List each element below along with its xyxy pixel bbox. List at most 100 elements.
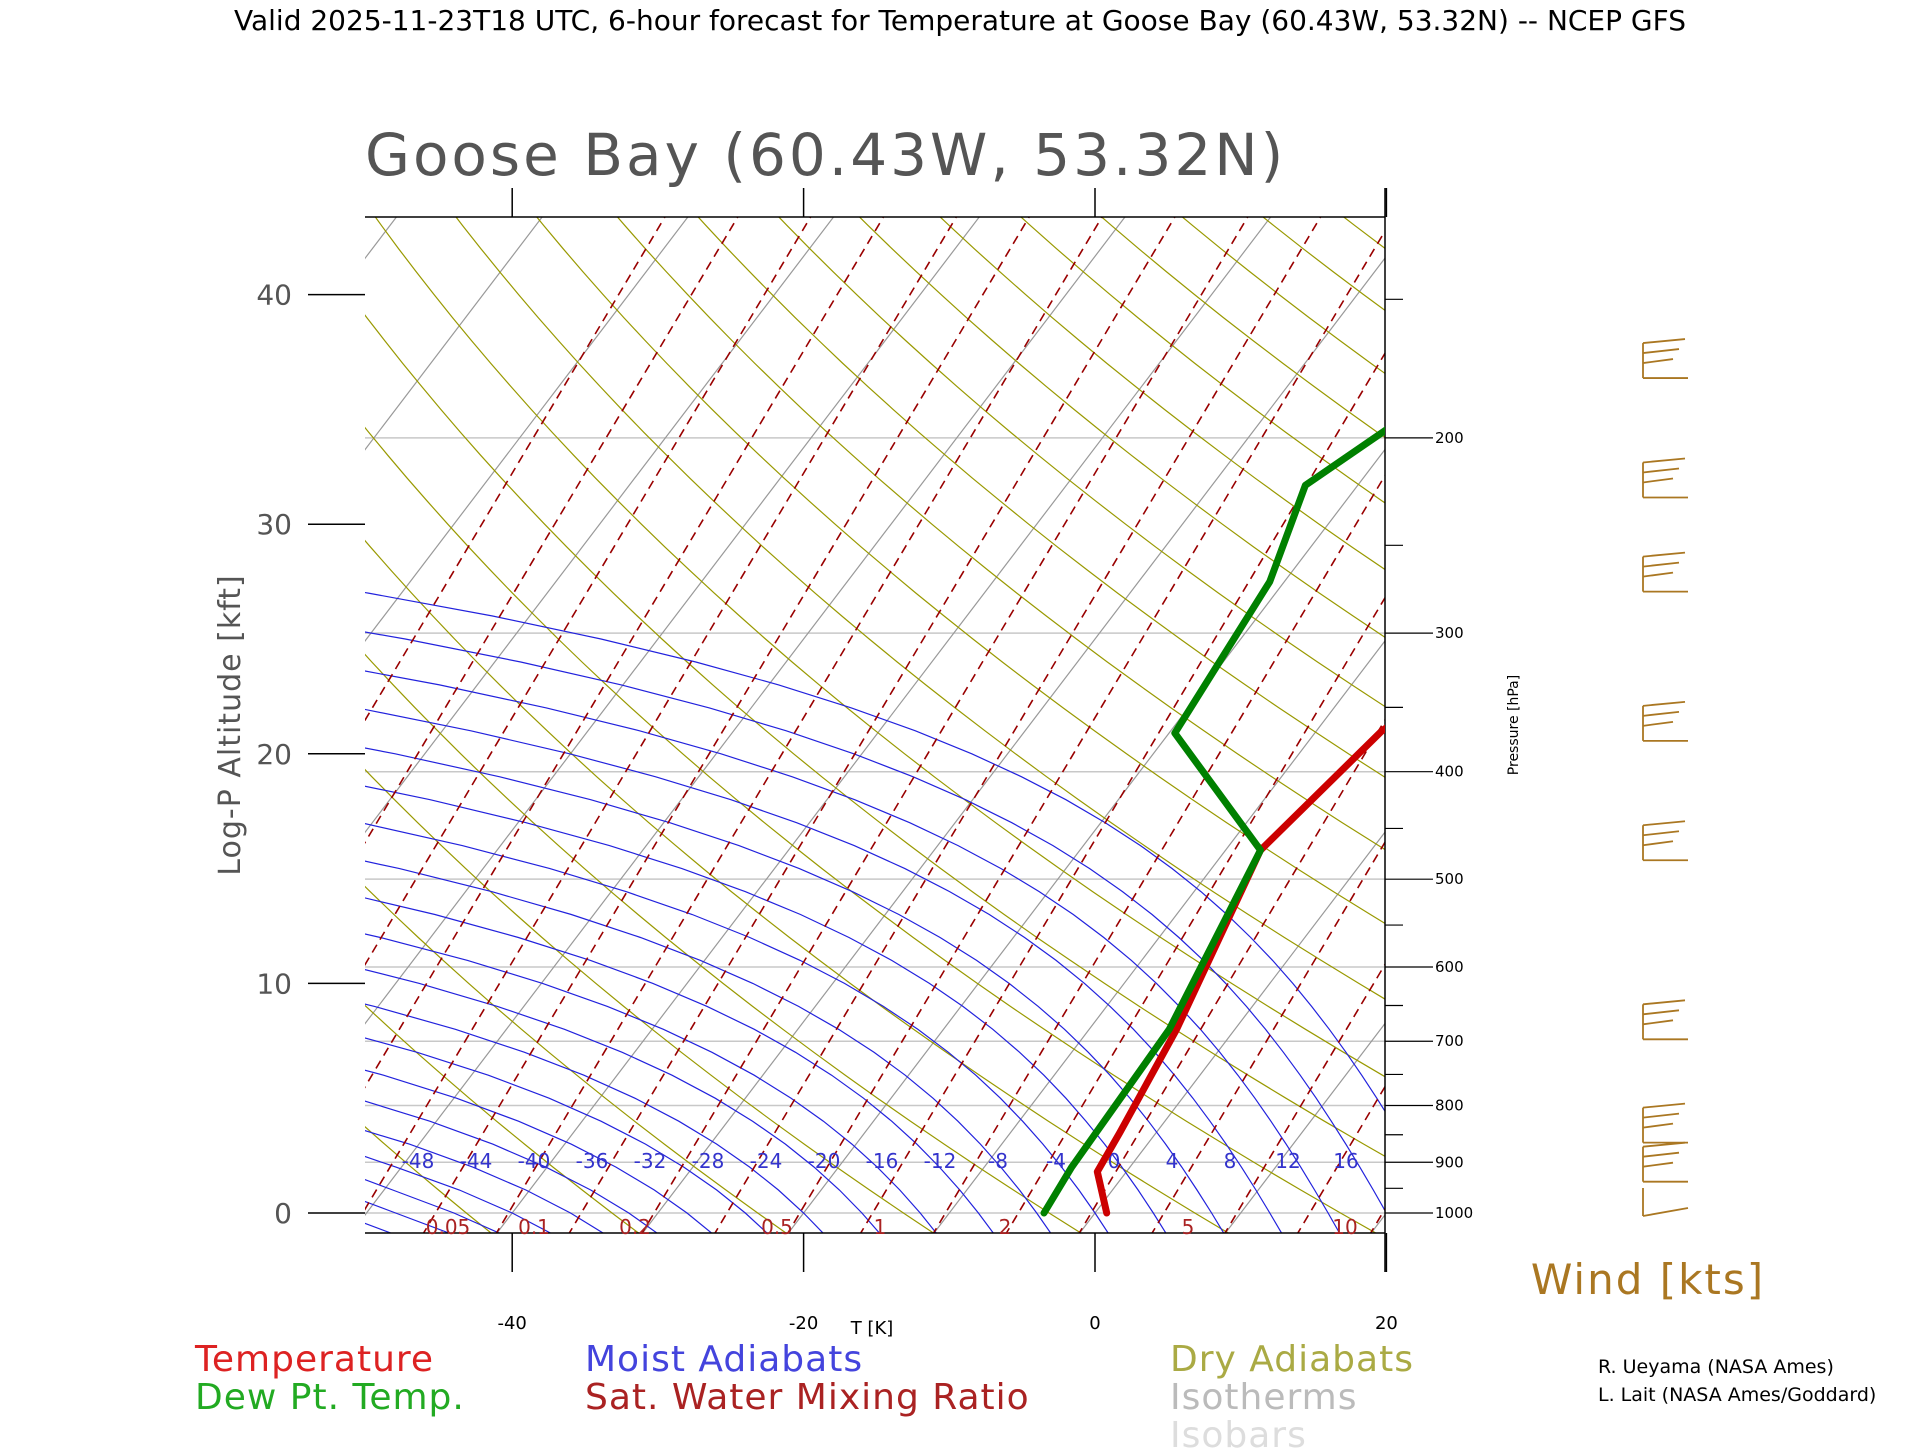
wind-barb-flag: [1643, 722, 1673, 726]
moist-adiabat-label: 12: [1275, 1149, 1300, 1173]
isotherm-line: [1078, 180, 1882, 1236]
pressure-axis-label: Pressure [hPa]: [1506, 675, 1522, 775]
mixing-ratio-line: [1150, 180, 1779, 1236]
moist-adiabat-label: -16: [866, 1149, 899, 1173]
moist-adiabat: [0, 180, 826, 1236]
moist-adiabat-label: -24: [750, 1149, 783, 1173]
legend-isotherms: Isotherms: [1170, 1380, 1357, 1416]
wind-barb-flag: [1643, 339, 1685, 343]
moist-adiabat-label: -44: [460, 1149, 493, 1173]
pressure-tick-label: 1000: [1435, 1204, 1473, 1222]
wind-barb: [1643, 1000, 1688, 1039]
mixing-ratio-line: [349, 180, 978, 1236]
x-tick-label: -40: [497, 1313, 526, 1334]
legend-temperature: Temperature: [195, 1342, 434, 1378]
wind-barb-flag: [1643, 1114, 1679, 1118]
moist-adiabat: [0, 180, 770, 1236]
pressure-tick-label: 400: [1435, 763, 1464, 781]
isotherm-line: [495, 180, 1299, 1236]
wind-barb-flag: [1643, 1010, 1679, 1014]
moist-adiabat: [0, 180, 1341, 1236]
wind-barb: [1643, 821, 1688, 860]
mixing-ratio-line: [276, 180, 905, 1236]
moist-adiabat: [0, 180, 1168, 1236]
wind-barb-flag: [1643, 712, 1679, 716]
isotherm-line: [1515, 180, 1920, 1236]
y-tick-label: 0: [274, 1197, 292, 1230]
wind-barb-flag: [1643, 359, 1673, 363]
wind-barb-flag: [1643, 1124, 1673, 1128]
moist-adiabat: [0, 180, 399, 1236]
isotherm-line: [640, 180, 1444, 1236]
wind-barb-flag: [1643, 1000, 1685, 1004]
chart-title: Goose Bay (60.43W, 53.32N): [365, 121, 1286, 189]
moist-adiabat: [0, 180, 715, 1236]
moist-adiabat: [0, 180, 1226, 1236]
moist-adiabat: [0, 180, 1110, 1236]
isotherm-line: [0, 180, 133, 1236]
moist-adiabat: [0, 180, 1053, 1236]
dry-adiabat: [428, 180, 1824, 1236]
dewpoint-profile: [1044, 214, 1688, 1213]
wind-barb-flag: [1643, 821, 1685, 825]
mixing-ratio-label: 0.05: [426, 1215, 471, 1239]
mixing-ratio-line: [640, 180, 1269, 1236]
moist-adiabat-label: -36: [576, 1149, 609, 1173]
wind-barb-flag: [1643, 349, 1679, 353]
moist-adiabat: [0, 180, 556, 1236]
mixing-ratio-line: [1223, 180, 1852, 1236]
moist-adiabat: [0, 180, 882, 1236]
mixing-ratio-line: [1005, 180, 1634, 1236]
legend-mixing-ratio: Sat. Water Mixing Ratio: [585, 1380, 1030, 1416]
moist-adiabat-label: -8: [988, 1149, 1008, 1173]
dry-adiabat: [112, 180, 1233, 1236]
moist-adiabat-label: -40: [518, 1149, 551, 1173]
pressure-tick-label: 200: [1435, 429, 1464, 447]
mixing-ratio-label: 0.2: [619, 1215, 651, 1239]
mixing-ratio-line: [58, 180, 687, 1236]
legend-dry-adiabats: Dry Adiabats: [1170, 1342, 1414, 1378]
pressure-tick-label: 700: [1435, 1032, 1464, 1050]
wind-barb: [1643, 702, 1688, 741]
mixing-ratio-line: [1369, 180, 1920, 1236]
isotherm-line: [58, 180, 862, 1236]
isotherm-line: [203, 180, 1007, 1236]
wind-barb-flag: [1643, 1163, 1673, 1167]
moist-adiabat: [0, 180, 661, 1236]
dry-adiabat: [33, 180, 1085, 1236]
wind-barb-flag: [1643, 1208, 1688, 1216]
wind-barb-flag: [1643, 573, 1673, 577]
pressure-tick-label: 800: [1435, 1097, 1464, 1115]
credit-line-1: R. Ueyama (NASA Ames): [1598, 1358, 1834, 1377]
mixing-ratio-line: [422, 180, 1051, 1236]
wind-barb: [1643, 1104, 1688, 1143]
moist-adiabat-label: -32: [634, 1149, 667, 1173]
mixing-ratio-label: 10: [1332, 1215, 1357, 1239]
legend-moist-adiabats: Moist Adiabats: [585, 1342, 863, 1378]
wind-barb-flag: [1643, 702, 1685, 706]
wind-barb: [1643, 553, 1688, 592]
dry-adiabat: [0, 180, 199, 1236]
wind-barb-flag: [1643, 563, 1679, 567]
moist-adiabat-label: -4: [1046, 1149, 1066, 1173]
y-tick-label: 30: [256, 508, 292, 541]
moist-adiabat-label: -28: [692, 1149, 725, 1173]
x-tick-label: 0: [1089, 1313, 1100, 1334]
mixing-ratio-line: [786, 180, 1415, 1236]
moist-adiabat-label: -12: [924, 1149, 957, 1173]
moist-adiabat-label: 4: [1166, 1149, 1179, 1173]
mixing-ratio-line: [713, 180, 1342, 1236]
mixing-ratio-line: [495, 180, 1124, 1236]
dry-adiabat: [744, 180, 1920, 1236]
wind-barb-flag: [1643, 553, 1685, 557]
wind-barb-flag: [1643, 478, 1673, 482]
moist-adiabat-label: 8: [1224, 1149, 1237, 1173]
pressure-tick-label: 600: [1435, 958, 1464, 976]
y-axis-label: Log-P Altitude [kft]: [213, 574, 248, 875]
moist-adiabat: [0, 180, 340, 1236]
wind-barb-flag: [1643, 1153, 1679, 1157]
wind-barb-flag: [1643, 831, 1679, 835]
mixing-ratio-label: 0.1: [518, 1215, 550, 1239]
dry-adiabat: [0, 180, 347, 1236]
moist-adiabat-label: -48: [402, 1149, 435, 1173]
